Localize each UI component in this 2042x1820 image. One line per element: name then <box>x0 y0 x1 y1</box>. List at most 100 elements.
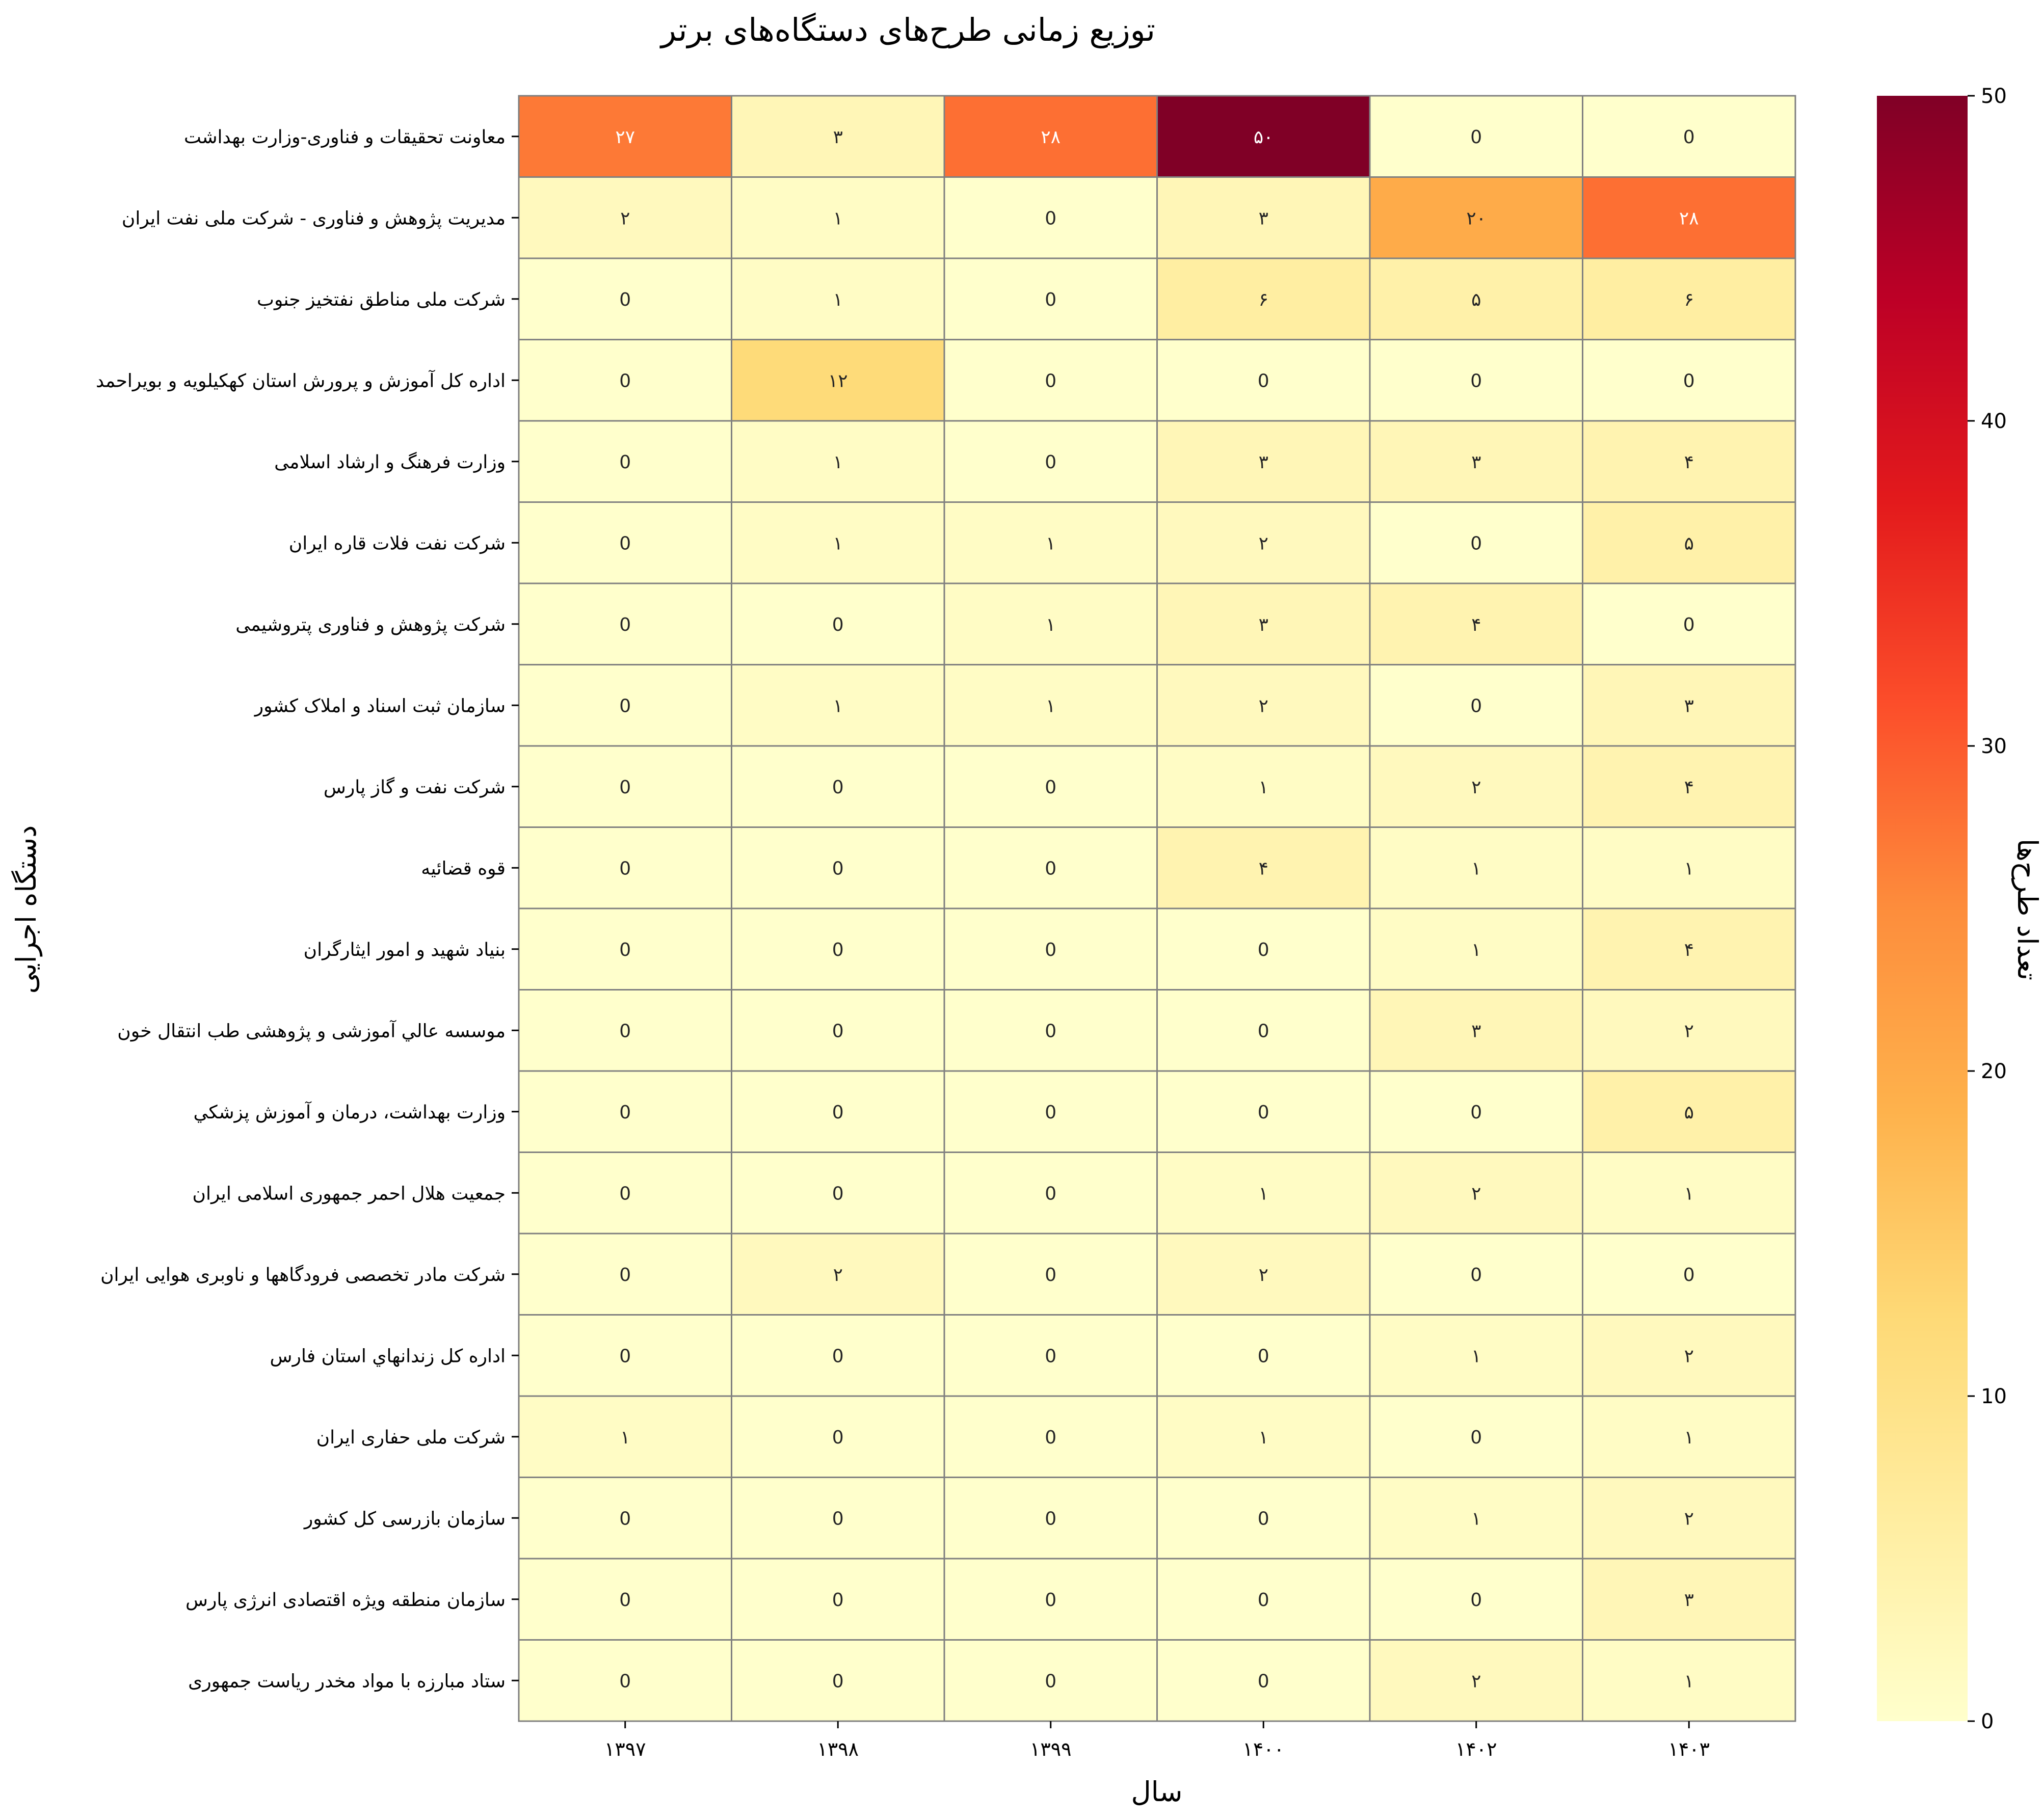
cell-value-label: 0 <box>1045 1508 1056 1529</box>
cell-value-label: 0 <box>619 1183 631 1204</box>
cell-value-label: 0 <box>1045 858 1056 879</box>
heatmap-cell <box>518 339 732 422</box>
heatmap-cell <box>518 826 732 909</box>
y-tick-label: سازمان بازرسی کل کشور <box>303 1508 506 1529</box>
heatmap-cell <box>943 664 1158 747</box>
heatmap-cell <box>1582 745 1796 828</box>
heatmap-cell <box>1582 1233 1796 1316</box>
heatmap-cell <box>731 989 945 1072</box>
cell-value-label: ۱ <box>1471 858 1481 879</box>
cell-value-label: 0 <box>1470 1427 1482 1448</box>
row-labels: معاونت تحقیقات و فناوری-وزارت بهداشت مدیر… <box>96 127 519 1692</box>
cell-value-label: 0 <box>1258 1021 1269 1041</box>
column-labels: ۱۳۹۷ ۱۳۹۸ ۱۳۹۹ ۱۴۰۰ ۱۴۰۲ ۱۴۰۳ <box>604 1721 1710 1760</box>
colorbar-tick-label: 10 <box>1981 1385 2007 1408</box>
cell-value-label: 0 <box>1045 940 1056 960</box>
colorbar <box>1877 96 1968 1721</box>
cell-value-label: 0 <box>832 1427 844 1448</box>
heatmap-cell <box>518 1152 732 1235</box>
cell-value-label: ۴ <box>1684 940 1694 960</box>
y-tick-label: شرکت ملی مناطق نفتخیز جنوب <box>257 289 506 310</box>
cell-value-label: ۵ <box>1684 533 1694 554</box>
colorbar-ticks: 0 10 20 30 40 50 <box>1968 85 2007 1733</box>
cell-value-label: ۱ <box>1684 1427 1694 1448</box>
cell-value-label: 0 <box>1045 1427 1056 1448</box>
cell-value-label: 0 <box>619 1265 631 1286</box>
y-tick-label: مدیریت پژوهش و فناوری - شرکت ملی نفت ایر… <box>122 208 506 229</box>
x-tick-label: ۱۴۰۰ <box>1242 1738 1284 1760</box>
cell-value-label: ۲ <box>1471 777 1481 798</box>
cell-value-label: ۳ <box>833 127 843 148</box>
cell-value-label: ۱ <box>833 533 843 554</box>
heatmap-cell <box>1156 1314 1371 1397</box>
cell-value-label: ۲ <box>1684 1021 1694 1041</box>
heatmap-cell <box>518 95 732 178</box>
heatmap-cell <box>1156 1233 1371 1316</box>
heatmap-cell <box>1369 1233 1583 1316</box>
x-axis-title: سال <box>1131 1776 1183 1808</box>
heatmap-cell <box>1582 1070 1796 1153</box>
cell-value-label: 0 <box>619 533 631 554</box>
cell-value-label: 0 <box>832 1671 844 1692</box>
cell-value-label: 0 <box>1045 1021 1056 1041</box>
cell-value-label: 0 <box>1470 127 1482 148</box>
cell-value-label: 0 <box>1045 289 1056 310</box>
cell-value-label: 0 <box>832 1590 844 1611</box>
cell-value-label: 0 <box>1258 1671 1269 1692</box>
heatmap-cell <box>1156 582 1371 665</box>
heatmap-cell <box>1582 176 1796 259</box>
heatmap-cell <box>1156 1395 1371 1478</box>
heatmap-cell <box>518 501 732 584</box>
colorbar-tick-label: 20 <box>1981 1060 2007 1083</box>
cell-value-label: 0 <box>619 1671 631 1692</box>
cell-value-label: 0 <box>1045 1265 1056 1286</box>
heatmap-cell <box>518 257 732 340</box>
y-tick-label: شرکت مادر تخصصی فرودگاهها و ناوبری هوایی… <box>100 1264 506 1286</box>
heatmap-cell <box>943 1233 1158 1316</box>
heatmap-cell <box>943 339 1158 422</box>
heatmap-cell <box>1369 745 1583 828</box>
heatmap-cell <box>1369 339 1583 422</box>
cell-value-label: 0 <box>619 370 631 391</box>
heatmap-cell <box>1582 1558 1796 1641</box>
cell-value-label: ۱ <box>1259 1427 1268 1448</box>
cell-value-label: 0 <box>619 1102 631 1123</box>
heatmap-cell <box>518 1639 732 1722</box>
heatmap-cell <box>1156 907 1371 991</box>
heatmap-cell <box>518 1070 732 1153</box>
cell-value-label: ۲ <box>1471 1183 1481 1204</box>
cell-value-label: ۶ <box>1684 289 1694 310</box>
heatmap-cell <box>1369 1314 1583 1397</box>
cell-value-label: 0 <box>832 1021 844 1041</box>
cell-value-label: ۲۸ <box>1041 127 1060 148</box>
cell-value-label: 0 <box>832 1346 844 1367</box>
cell-value-label: ۱ <box>1684 1671 1694 1692</box>
y-tick-label: ستاد مبارزه با مواد مخدر ریاست جمهوری <box>188 1671 506 1692</box>
heatmap-cell <box>518 582 732 665</box>
y-tick-label: وزارت فرهنگ و ارشاد اسلامی <box>274 451 506 473</box>
heatmap-cell <box>731 257 945 340</box>
heatmap-cell <box>1582 664 1796 747</box>
cell-value-label: 0 <box>832 614 844 635</box>
cell-value-label: 0 <box>1683 1265 1695 1286</box>
heatmap-cell <box>943 1395 1158 1478</box>
y-tick-label: اداره کل آموزش و پرورش استان کهکیلویه و … <box>96 369 506 391</box>
cell-value-label: ۵۰ <box>1254 127 1274 148</box>
heatmap-cell <box>1582 1314 1796 1397</box>
heatmap-cell <box>1369 1639 1583 1722</box>
cell-value-label: 0 <box>1045 1183 1056 1204</box>
x-tick-label: ۱۴۰۲ <box>1455 1738 1497 1760</box>
heatmap-cell <box>1369 826 1583 909</box>
cell-value-label: 0 <box>619 289 631 310</box>
cell-value-label: 0 <box>1258 1102 1269 1123</box>
heatmap-cell <box>1582 339 1796 422</box>
cell-value-label: ۲۷ <box>615 127 635 148</box>
cell-value-label: 0 <box>1045 1102 1056 1123</box>
cell-value-label: ۲ <box>620 208 630 229</box>
cell-value-label: 0 <box>1045 1590 1056 1611</box>
heatmap-cell <box>943 1152 1158 1235</box>
cell-value-label: 0 <box>1045 452 1056 473</box>
cell-value-label: ۱۲ <box>828 370 848 391</box>
cell-value-label: ۲ <box>1684 1346 1694 1367</box>
cell-value-label: ۳ <box>1259 208 1268 229</box>
